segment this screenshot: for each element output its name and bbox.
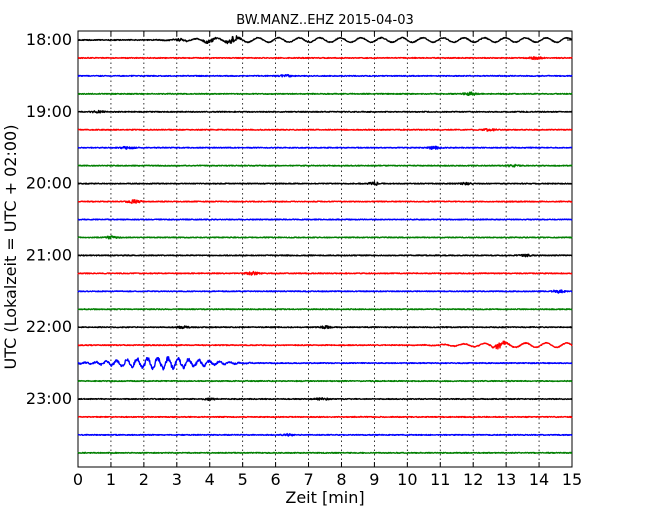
trace-1830 <box>77 73 573 78</box>
vertical-grid <box>110 31 540 467</box>
trace-2000 <box>77 181 573 186</box>
y-axis-ticks: 18:00 19:00 20:00 21:00 22:00 23:00 <box>26 30 572 408</box>
trace-2015 <box>77 198 573 205</box>
y-tick-label: 18:00 <box>26 30 72 49</box>
x-tick-label: 14 <box>529 470 549 489</box>
trace-1815 <box>77 56 573 61</box>
y-tick-label: 19:00 <box>26 102 72 121</box>
x-tick-label: 7 <box>303 470 313 489</box>
y-tick-label: 20:00 <box>26 174 72 193</box>
y-tick-label: 21:00 <box>26 245 72 264</box>
trace-2200 <box>77 325 573 330</box>
trace-2115 <box>77 270 573 276</box>
x-tick-label: 1 <box>106 470 116 489</box>
x-tick-label: 0 <box>73 470 83 489</box>
trace-1845 <box>77 91 573 96</box>
x-tick-label: 12 <box>463 470 483 489</box>
x-axis-label: Zeit [min] <box>285 488 364 507</box>
trace-2330 <box>77 432 573 437</box>
trace-2145 <box>77 308 573 311</box>
x-tick-label: 6 <box>271 470 281 489</box>
trace-2045 <box>77 235 573 240</box>
trace-2130 <box>77 289 573 294</box>
y-tick-label: 22:00 <box>26 317 72 336</box>
seismogram-traces <box>77 35 573 454</box>
x-tick-label: 9 <box>369 470 379 489</box>
trace-2315 <box>77 415 573 419</box>
x-tick-label: 3 <box>172 470 182 489</box>
trace-1945 <box>77 163 573 168</box>
x-axis-ticks: 0 1 2 3 4 5 6 7 8 9 10 11 12 13 14 15 <box>73 31 582 489</box>
x-tick-label: 8 <box>336 470 346 489</box>
trace-2030 <box>77 218 573 221</box>
trace-1930 <box>77 145 573 150</box>
trace-2100 <box>77 253 573 258</box>
plot-frame <box>77 30 573 468</box>
x-tick-label: 4 <box>205 470 215 489</box>
y-tick-label: 23:00 <box>26 389 72 408</box>
x-tick-label: 15 <box>562 470 582 489</box>
trace-2300 <box>77 397 573 402</box>
trace-1915 <box>77 128 573 132</box>
trace-2245 <box>77 379 573 383</box>
trace-2345 <box>77 451 573 454</box>
trace-1800 <box>77 35 573 45</box>
x-tick-label: 5 <box>238 470 248 489</box>
chart-title: BW.MANZ..EHZ 2015-04-03 <box>236 13 414 28</box>
trace-1900 <box>77 109 573 114</box>
x-tick-label: 2 <box>139 470 149 489</box>
x-tick-label: 10 <box>397 470 417 489</box>
trace-2230 <box>77 356 573 371</box>
x-tick-label: 11 <box>430 470 450 489</box>
trace-2215 <box>77 340 573 350</box>
y-axis-label: UTC (Lokalzeit = UTC + 02:00) <box>1 125 20 370</box>
x-tick-label: 13 <box>496 470 516 489</box>
